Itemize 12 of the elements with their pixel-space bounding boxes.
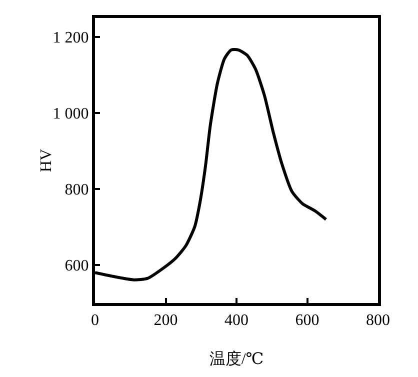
y-axis-title: HV <box>38 148 55 172</box>
x-tick-label: 800 <box>366 312 390 330</box>
x-tick-label: 400 <box>224 312 248 330</box>
x-tick-label: 0 <box>91 312 99 330</box>
y-tick-label: 1 200 <box>52 30 89 47</box>
x-tick-label: 600 <box>295 312 320 330</box>
x-tick-label: 200 <box>154 312 178 330</box>
line-series <box>95 48 328 282</box>
y-tick-label: 800 <box>64 182 89 199</box>
y-tick-label: 1 000 <box>52 106 89 123</box>
x-axis-title: 温度/℃ <box>209 350 264 368</box>
y-tick-label: 600 <box>64 258 89 275</box>
